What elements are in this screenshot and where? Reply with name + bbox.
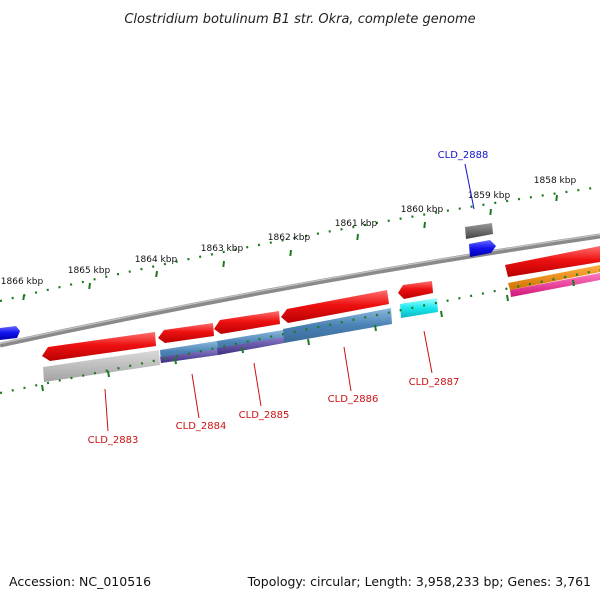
leader-line-cld-2885 [253, 362, 262, 407]
reverse-strand-cds [42, 281, 433, 361]
major-tick-1858 [555, 194, 558, 202]
cog-bar-cld-2887 [400, 298, 438, 318]
kbp-labels: 1866 kbp 1865 kbp 1864 kbp 1863 kbp 1862… [1, 176, 577, 287]
outer-tick-ring [0, 185, 600, 303]
inner-major-tick-2 [107, 370, 110, 378]
cds-arrow-cld-2888 [469, 240, 496, 257]
gene-labels: CLD_2883 CLD_2884 CLD_2885 CLD_2886 CLD_… [88, 150, 489, 446]
major-tick-1859 [489, 208, 492, 216]
kbp-label-1861: 1861 kbp [335, 219, 378, 229]
inner-minor-tick-marks [0, 268, 600, 395]
cds-arrow-right-edge [505, 246, 600, 277]
major-tick-1864 [155, 270, 158, 278]
inner-major-tick-7 [440, 310, 443, 318]
map-title: Clostridium botulinum B1 str. Okra, comp… [124, 12, 475, 27]
label-leader-lines [104, 163, 475, 432]
leader-line-cld-2886 [343, 346, 352, 392]
gene-label-cld-2888: CLD_2888 [438, 150, 489, 161]
gene-label-cld-2883: CLD_2883 [88, 435, 139, 446]
major-tick-1863 [222, 260, 225, 268]
leader-line-cld-2887 [423, 330, 433, 374]
cog-bar-cld-2888 [465, 223, 493, 239]
major-tick-1861 [356, 233, 359, 241]
leader-line-cld-2883 [104, 388, 109, 432]
genome-summary-text: Topology: circular; Length: 3,958,233 bp… [247, 574, 591, 589]
cds-arrow-cld-2887 [398, 281, 433, 299]
kbp-label-1865: 1865 kbp [68, 266, 111, 276]
inner-tick-ring [0, 268, 600, 395]
kbp-label-1863: 1863 kbp [201, 244, 244, 254]
genome-backbone [0, 233, 600, 348]
cds-arrow-cld-2883 [42, 332, 156, 361]
inner-major-tick-6 [374, 324, 377, 332]
kbp-label-1858: 1858 kbp [534, 176, 577, 186]
kbp-label-1866: 1866 kbp [1, 277, 44, 287]
backbone-highlight [0, 233, 600, 345]
gene-label-cld-2884: CLD_2884 [176, 421, 227, 432]
inner-major-tick-3 [174, 357, 177, 365]
inner-major-tick-5 [307, 338, 310, 346]
cds-arrow-cld-2885 [214, 311, 280, 334]
cds-arrow-cld-2886 [281, 290, 389, 323]
kbp-label-1860: 1860 kbp [401, 205, 444, 215]
major-tick-1865 [88, 282, 91, 290]
major-tick-1866 [22, 294, 25, 301]
leader-line-cld-2884 [191, 373, 200, 419]
inner-major-tick-9 [572, 279, 575, 287]
cog-bar-orange-right [508, 265, 600, 290]
accession-text: Accession: NC_010516 [9, 574, 152, 589]
major-tick-1860 [423, 221, 426, 229]
cog-bar-cld-2883 [43, 350, 160, 382]
inner-major-tick-4 [241, 346, 244, 354]
kbp-label-1864: 1864 kbp [135, 255, 178, 265]
forward-strand-features [0, 223, 600, 340]
major-tick-1862 [289, 249, 292, 257]
inner-major-tick-8 [506, 294, 509, 302]
forward-cds-left-edge [0, 326, 20, 340]
leader-line-cld-2888 [464, 163, 475, 210]
kbp-label-1859: 1859 kbp [468, 191, 511, 201]
cog-bar-magenta-right [510, 273, 600, 297]
cog-purple-band-cld-2885 [217, 337, 284, 355]
gene-label-cld-2885: CLD_2885 [239, 410, 290, 421]
inner-major-tick-1 [41, 384, 44, 392]
gene-label-cld-2887: CLD_2887 [409, 377, 460, 388]
gene-label-cld-2886: CLD_2886 [328, 394, 379, 405]
kbp-label-1862: 1862 kbp [268, 233, 311, 243]
cds-arrow-cld-2884 [158, 323, 214, 343]
